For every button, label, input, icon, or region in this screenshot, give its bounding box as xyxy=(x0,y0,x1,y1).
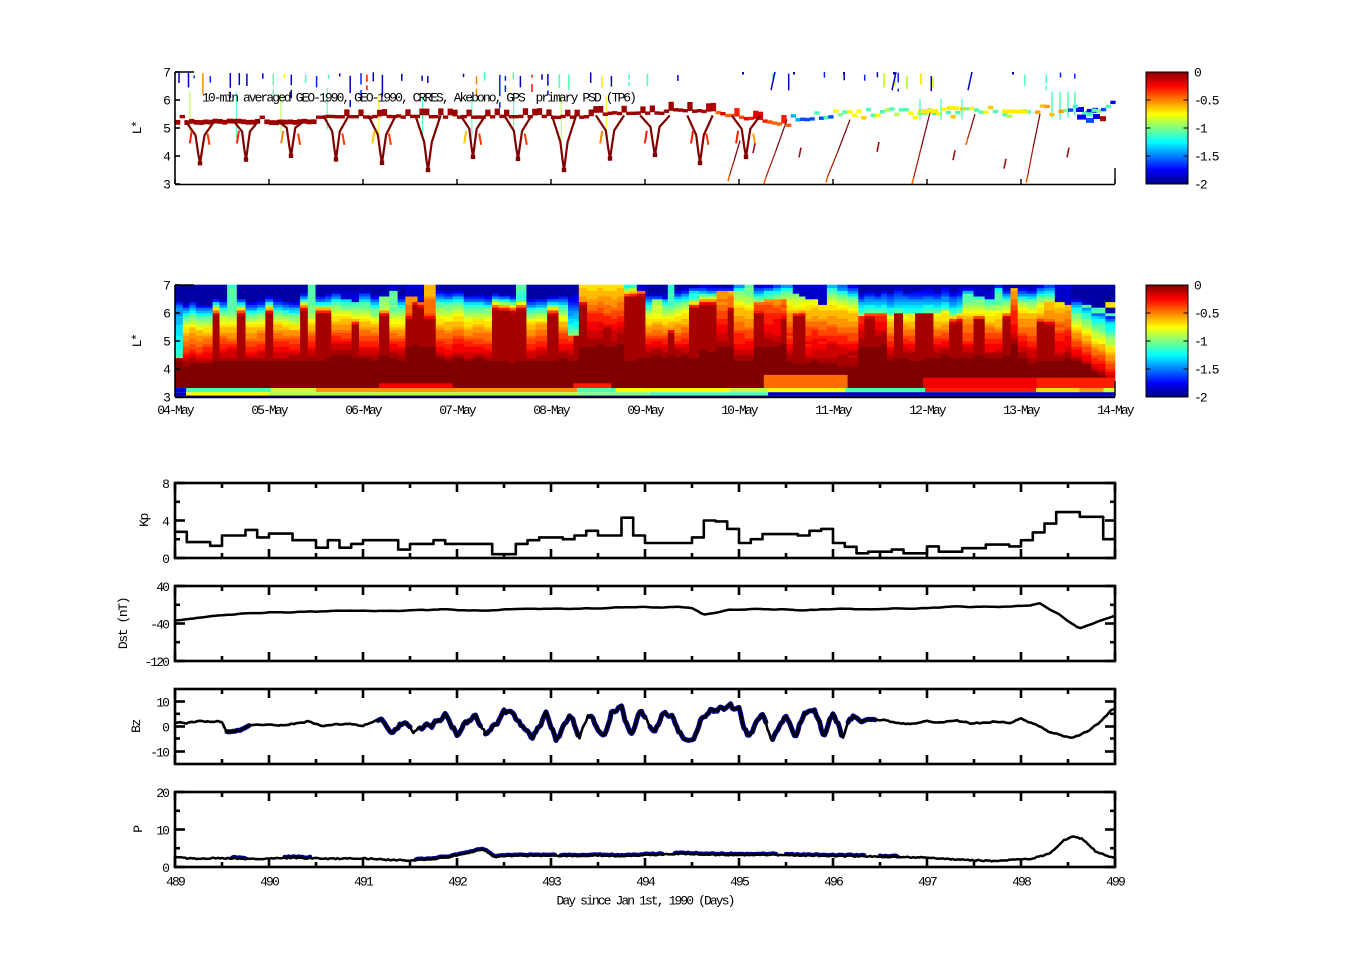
svg-text:-1.5: -1.5 xyxy=(1194,363,1219,378)
svg-text:P: P xyxy=(131,825,146,833)
svg-text:6: 6 xyxy=(163,94,170,109)
svg-text:497: 497 xyxy=(918,875,937,890)
svg-text:494: 494 xyxy=(636,875,656,890)
svg-text:09-May: 09-May xyxy=(627,403,665,418)
svg-text:07-May: 07-May xyxy=(439,403,477,418)
svg-text:492: 492 xyxy=(448,875,467,890)
svg-text:13-May: 13-May xyxy=(1003,403,1041,418)
svg-text:7: 7 xyxy=(163,66,170,81)
svg-text:06-May: 06-May xyxy=(345,403,383,418)
svg-text:Bz: Bz xyxy=(129,720,144,733)
svg-text:0: 0 xyxy=(1194,279,1201,294)
svg-text:10: 10 xyxy=(156,696,169,711)
svg-text:-2: -2 xyxy=(1194,178,1207,193)
svg-text:12-May: 12-May xyxy=(909,403,947,418)
svg-text:08-May: 08-May xyxy=(533,403,571,418)
svg-text:493: 493 xyxy=(542,875,561,890)
svg-text:4: 4 xyxy=(163,150,171,165)
svg-text:5: 5 xyxy=(163,122,170,137)
svg-text:-10: -10 xyxy=(150,746,169,761)
svg-text:10: 10 xyxy=(156,824,169,839)
svg-text:-2: -2 xyxy=(1194,391,1207,406)
svg-text:-0.5: -0.5 xyxy=(1194,307,1219,322)
svg-text:6: 6 xyxy=(163,307,170,322)
svg-text:496: 496 xyxy=(824,875,843,890)
svg-text:489: 489 xyxy=(166,875,185,890)
svg-text:4: 4 xyxy=(162,515,170,530)
svg-text:-40: -40 xyxy=(150,618,169,633)
svg-text:20: 20 xyxy=(156,786,169,801)
svg-text:L*: L* xyxy=(130,334,145,347)
svg-text:Kp: Kp xyxy=(137,514,152,527)
svg-text:8: 8 xyxy=(162,477,169,492)
svg-text:3: 3 xyxy=(163,391,170,406)
svg-text:-1.5: -1.5 xyxy=(1194,150,1219,165)
svg-text:491: 491 xyxy=(354,875,374,890)
svg-text:7: 7 xyxy=(163,279,170,294)
svg-text:5: 5 xyxy=(163,335,170,350)
svg-text:14-May: 14-May xyxy=(1097,403,1135,418)
svg-text:498: 498 xyxy=(1012,875,1031,890)
svg-text:04-May: 04-May xyxy=(157,403,195,418)
svg-text:0: 0 xyxy=(162,552,169,567)
svg-text:10-min averaged GEO-1990, GEO-: 10-min averaged GEO-1990, GEO-1990, CRRE… xyxy=(202,91,635,106)
svg-text:10-May: 10-May xyxy=(721,403,759,418)
svg-text:3: 3 xyxy=(163,178,170,193)
svg-text:0: 0 xyxy=(162,861,169,876)
svg-text:495: 495 xyxy=(730,875,749,890)
svg-text:Day since Jan 1st, 1990 (Days): Day since Jan 1st, 1990 (Days) xyxy=(556,894,733,909)
svg-text:Dst (nT): Dst (nT) xyxy=(116,598,131,649)
svg-text:-120: -120 xyxy=(144,655,169,670)
svg-text:490: 490 xyxy=(260,875,279,890)
svg-text:40: 40 xyxy=(156,580,169,595)
svg-text:0: 0 xyxy=(1194,66,1201,81)
svg-text:0: 0 xyxy=(162,721,169,736)
svg-text:4: 4 xyxy=(163,363,171,378)
svg-text:L*: L* xyxy=(130,121,145,134)
svg-text:11-May: 11-May xyxy=(815,403,853,418)
svg-text:499: 499 xyxy=(1106,875,1125,890)
svg-text:-0.5: -0.5 xyxy=(1194,94,1219,109)
svg-text:05-May: 05-May xyxy=(251,403,289,418)
